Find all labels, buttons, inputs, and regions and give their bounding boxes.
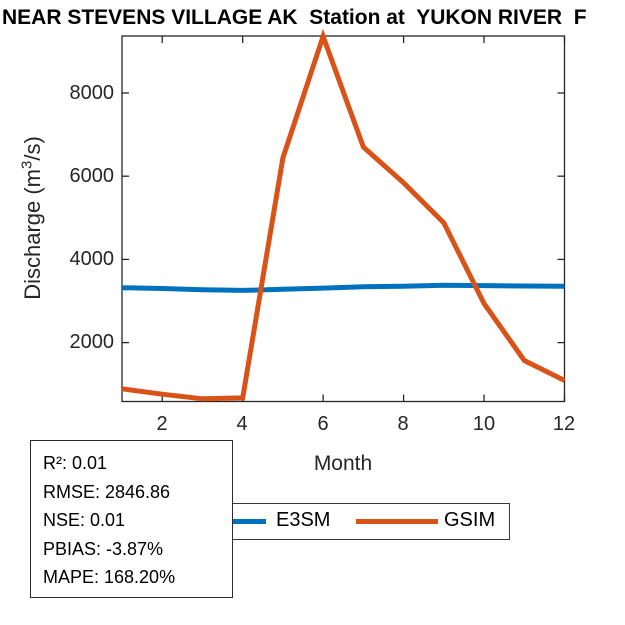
stat-mape: MAPE: 168.20% xyxy=(43,567,176,587)
stat-rmse: RMSE: 2846.86 xyxy=(43,481,171,502)
x-tick-label: 4 xyxy=(236,413,248,435)
x-tick-label: 6 xyxy=(317,413,329,435)
chart-title: NEAR STEVENS VILLAGE AK Station at YUKON… xyxy=(2,6,587,29)
x-tick-label: 2 xyxy=(156,413,168,435)
x-axis-label: Month xyxy=(313,452,373,475)
y-axis-label: Discharge (m3/s) xyxy=(18,136,46,300)
stat-nse: NSE: 0.01 xyxy=(43,510,126,530)
y-tick-label: 8000 xyxy=(69,82,115,104)
y-tick-label: 4000 xyxy=(69,248,115,270)
legend-label-e3sm: E3SM xyxy=(276,509,331,531)
x-tick-label: 12 xyxy=(552,413,576,435)
y-tick-label: 2000 xyxy=(69,331,115,353)
legend-label-gsim: GSIM xyxy=(444,509,496,531)
y-axis-label-superscript: 3 xyxy=(18,160,36,169)
y-axis-label-text: Discharge (m xyxy=(20,168,45,300)
stat-pbias: PBIAS: -3.87% xyxy=(43,538,164,559)
axes-frame xyxy=(121,35,566,403)
series-line-gsim xyxy=(121,28,566,402)
stat-r2: R²: 0.01 xyxy=(43,453,108,473)
series-line-e3sm xyxy=(121,282,565,293)
x-tick-label: 10 xyxy=(472,413,496,435)
legend-line-sample-gsim xyxy=(356,519,438,524)
y-axis-label-units: /s) xyxy=(20,136,45,161)
y-tick-label: 6000 xyxy=(69,165,115,187)
x-tick-label: 8 xyxy=(397,413,409,435)
stats-box: R²: 0.01 RMSE: 2846.86 NSE: 0.01 PBIAS: … xyxy=(30,440,233,598)
